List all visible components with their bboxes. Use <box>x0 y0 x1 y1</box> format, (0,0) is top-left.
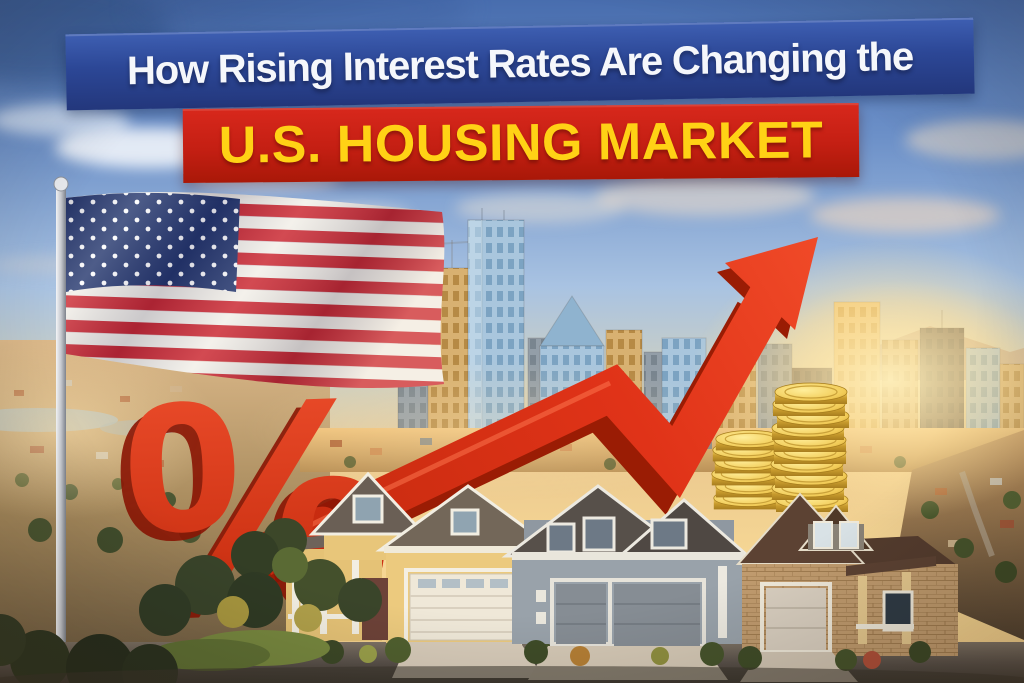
main-title-banner: U.S. HOUSING MARKET <box>182 103 860 183</box>
main-title-text: U.S. HOUSING MARKET <box>218 111 824 175</box>
top-title-text: How Rising Interest Rates Are Changing t… <box>126 34 914 93</box>
